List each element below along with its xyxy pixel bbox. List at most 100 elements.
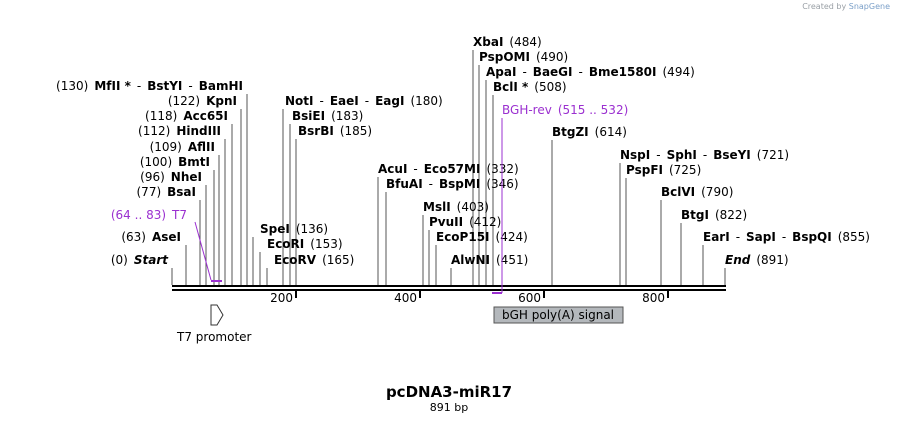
site-label: (100) BmtI [140, 155, 210, 169]
site-text: - [365, 94, 369, 108]
site-text: (412) [469, 215, 501, 229]
enzyme-name: NheI [171, 170, 202, 184]
enzyme-name: PspOMI [479, 50, 530, 64]
site-text: (153) [310, 237, 342, 251]
site-text: (490) [536, 50, 568, 64]
enzyme-name: End [725, 253, 751, 267]
site-text: (122) [168, 94, 200, 108]
site-label: AcuI - Eco57MI (332) [378, 162, 519, 176]
site-labels: (0) Start (63) AseI (77) BsaI (96) NheI (100… [56, 35, 870, 267]
enzyme-name: Acc65I [183, 109, 228, 123]
enzyme-name: BmtI [178, 155, 210, 169]
enzyme-name: MslI [423, 200, 451, 214]
enzyme-name: BspQI [792, 230, 832, 244]
axis-tick-label: 800 [642, 291, 665, 305]
site-label: (109) AflII [150, 140, 215, 154]
site-text: (494) [663, 65, 695, 79]
site-label: EcoRV (165) [274, 253, 354, 267]
site-label: XbaI (484) [473, 35, 542, 49]
enzyme-name: KpnI [206, 94, 237, 108]
axis-tick-label: 200 [270, 291, 293, 305]
site-text: - [736, 230, 740, 244]
site-text: (165) [322, 253, 354, 267]
site-text: (891) [756, 253, 788, 267]
site-label: (118) Acc65I [145, 109, 228, 123]
site-text: - [413, 162, 417, 176]
site-label: (77) BsaI [137, 185, 197, 199]
enzyme-name: ApaI [486, 65, 516, 79]
site-text: (64 .. 83) [111, 208, 166, 222]
enzyme-name: AseI [152, 230, 181, 244]
site-text: (484) [509, 35, 541, 49]
site-label: End (891) [725, 253, 789, 267]
site-label: EarI - SapI - BspQI (855) [703, 230, 870, 244]
site-label: EcoP15I (424) [436, 230, 528, 244]
site-text: (424) [496, 230, 528, 244]
axis-tick-label: 400 [394, 291, 417, 305]
primer-t7-label: (64 .. 83) T7 [111, 208, 187, 222]
site-text: T7 [171, 208, 187, 222]
site-text: (790) [701, 185, 733, 199]
features: T7 promoter bGH poly(A) signal [176, 304, 624, 344]
site-label: BtgI (822) [681, 208, 747, 222]
enzyme-name: EcoRV [274, 253, 317, 267]
site-text: (180) [410, 94, 442, 108]
site-text: (109) [150, 140, 182, 154]
site-text: (96) [140, 170, 165, 184]
enzyme-name: EcoRI [267, 237, 304, 251]
enzyme-name: XbaI [473, 35, 503, 49]
site-text: - [656, 148, 660, 162]
enzyme-name: BsiEI [292, 109, 325, 123]
enzyme-name: BaeGI [533, 65, 573, 79]
site-text: - [703, 148, 707, 162]
site-text: (515 .. 532) [558, 103, 628, 117]
enzyme-name: BstYI [147, 79, 182, 93]
site-text: (614) [595, 125, 627, 139]
site-label: (122) KpnI [168, 94, 237, 108]
primer-bgh-rev-label: BGH-rev (515 .. 532) [502, 103, 628, 117]
enzyme-name: Eco57MI [424, 162, 481, 176]
site-text: (130) [56, 79, 88, 93]
site-text: (451) [496, 253, 528, 267]
site-label: BfuAI-BspMI(346) [386, 177, 519, 191]
snapgene-credit: Created by SnapGene [802, 2, 890, 11]
site-text: (721) [757, 148, 789, 162]
axis: 200 400 600 800 [270, 290, 669, 305]
site-text: (183) [331, 109, 363, 123]
site-label: MslI (403) [423, 200, 489, 214]
enzyme-name: SphI [667, 148, 697, 162]
plasmid-name: pcDNA3-miR17 [386, 383, 512, 401]
site-text: - [579, 65, 583, 79]
site-label: NspI - SphI - BseYI (721) [620, 148, 789, 162]
enzyme-name: PvuII [429, 215, 463, 229]
enzyme-name: BamHI [199, 79, 243, 93]
credit-prefix: Created by [802, 2, 847, 11]
site-label: PspFI (725) [626, 163, 701, 177]
enzyme-name: Start [134, 253, 169, 267]
site-label: SpeI (136) [260, 222, 328, 236]
site-text: (508) [534, 80, 566, 94]
site-text: - [522, 65, 526, 79]
site-label: BsiEI (183) [292, 109, 363, 123]
primer-t7-connector [194, 221, 212, 281]
site-label: ApaI - BaeGI - Bme1580I (494) [486, 65, 695, 79]
site-label: EcoRI (153) [267, 237, 343, 251]
site-label: (130) MfII * - BstYI - BamHI [56, 79, 243, 93]
site-text: (725) [669, 163, 701, 177]
enzyme-name: BsaI [167, 185, 196, 199]
site-text: (0) [111, 253, 128, 267]
enzyme-name: NspI [620, 148, 650, 162]
site-label: (0) Start [111, 253, 169, 267]
enzyme-name: HindIII [176, 124, 221, 138]
enzyme-name: BseYI [713, 148, 751, 162]
site-text: - [320, 94, 324, 108]
t7-promoter-arrow [210, 304, 224, 326]
site-label: BclI * (508) [493, 80, 567, 94]
site-label: PspOMI (490) [479, 50, 568, 64]
axis-tick-label: 600 [518, 291, 541, 305]
site-connectors [171, 50, 726, 285]
site-text: - [188, 79, 192, 93]
site-text: (822) [715, 208, 747, 222]
enzyme-name: MfII * [94, 79, 131, 93]
